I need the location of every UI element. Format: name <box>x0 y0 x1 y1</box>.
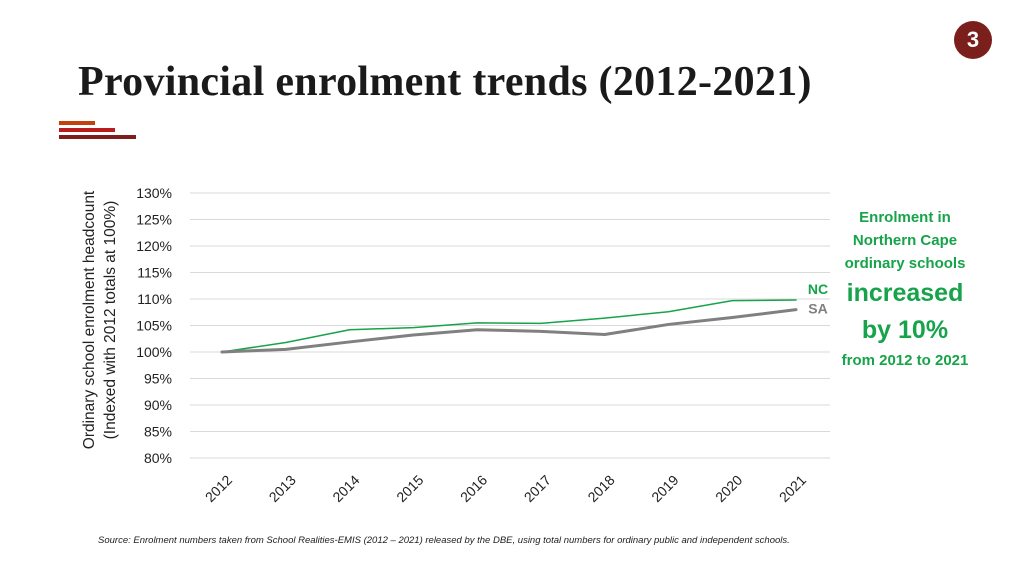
series-line-sa <box>220 308 798 354</box>
y-tick-label: 125% <box>136 212 172 228</box>
y-tick-label: 100% <box>136 344 172 360</box>
slide-title: Provincial enrolment trends (2012-2021) <box>78 59 812 105</box>
series-lines <box>220 299 798 354</box>
x-tick-label: 2017 <box>521 472 554 505</box>
y-tick-label: 95% <box>144 371 172 387</box>
y-tick-label: 90% <box>144 397 172 413</box>
deco-bar-1 <box>59 121 95 125</box>
callout-highlight-1: increased <box>846 279 964 307</box>
series-label-sa: SA <box>808 301 827 317</box>
y-tick-label: 130% <box>136 185 172 201</box>
y-tick-label: 105% <box>136 318 172 334</box>
y-tick-label: 120% <box>136 238 172 254</box>
x-tick-label: 2015 <box>393 472 426 505</box>
x-tick-label: 2021 <box>776 472 809 505</box>
callout-highlight-2: by 10% <box>861 316 949 344</box>
callout-line-1: Enrolment in <box>859 209 951 226</box>
callout-line-3: ordinary schools <box>844 255 966 272</box>
x-tick-labels: 2012 2013 2014 2015 2016 2017 2018 2019 2020 2021 <box>202 472 809 505</box>
callout-line-4: from 2012 to 2021 <box>841 352 969 369</box>
callout-line-2: Northern Cape <box>852 232 958 249</box>
x-tick-label: 2013 <box>266 472 299 505</box>
source-note: Source: Enrolment numbers taken from Sch… <box>98 535 790 546</box>
x-tick-label: 2012 <box>202 472 235 505</box>
deco-bar-3 <box>59 135 136 139</box>
y-tick-labels: 130% 125% 120% 115% 110% 105% 100% 95% 90% 85% 80% <box>136 185 172 466</box>
y-tick-label: 80% <box>144 450 172 466</box>
x-tick-label: 2019 <box>648 472 681 505</box>
y-tick-label: 115% <box>137 265 172 281</box>
deco-bar-2 <box>59 128 115 132</box>
y-tick-label: 110% <box>137 291 172 307</box>
x-tick-label: 2014 <box>329 472 362 505</box>
series-labels: NC SA <box>808 281 828 317</box>
slide-number-badge: 3 <box>954 21 992 59</box>
callout-box: Enrolment in Northern Cape ordinary scho… <box>826 206 984 372</box>
x-tick-label: 2016 <box>457 472 490 505</box>
grid-lines <box>190 192 830 459</box>
y-tick-label: 85% <box>144 424 172 440</box>
series-line-nc <box>221 299 797 353</box>
x-tick-label: 2018 <box>584 472 617 505</box>
x-tick-label: 2020 <box>712 472 745 505</box>
series-label-nc: NC <box>808 281 828 297</box>
